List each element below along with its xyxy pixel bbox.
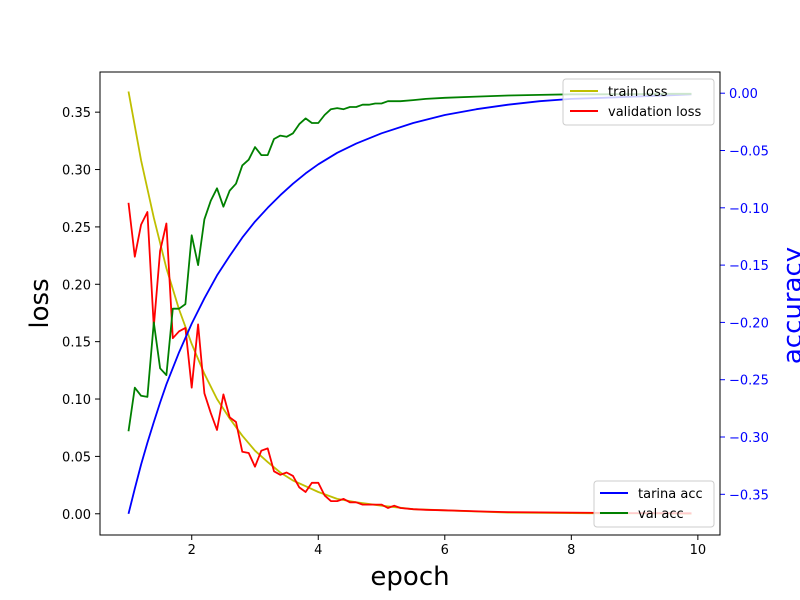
- y-tick-label-left: 0.15: [62, 336, 91, 351]
- y-tick-label-right: −0.35: [729, 488, 769, 503]
- legend-top-right: train loss validation loss: [562, 78, 715, 126]
- legend-top-box: [562, 78, 715, 126]
- x-axis-label: epoch: [370, 562, 449, 592]
- series-line-tarina-acc: [127, 93, 692, 515]
- series-line-val-acc: [127, 92, 692, 432]
- x-tick-label: 4: [314, 543, 322, 558]
- legend-bottom-right: tarina acc val acc: [593, 480, 715, 528]
- y-tick-label-right: −0.25: [729, 374, 769, 389]
- legend-val-acc-label: val acc: [638, 507, 684, 522]
- y-axis-label-right: accuracy: [778, 247, 800, 364]
- y-tick-label-left: 0.20: [62, 278, 91, 293]
- y-tick-label-right: −0.10: [729, 202, 769, 217]
- y-tick-label-left: 0.05: [62, 450, 91, 465]
- x-tick-label: 8: [567, 543, 575, 558]
- legend-tarina-acc-label: tarina acc: [638, 487, 703, 502]
- y-tick-label-right: −0.20: [729, 316, 769, 331]
- x-tick-label: 6: [441, 543, 449, 558]
- legend-train-loss-label: train loss: [608, 85, 668, 100]
- y-tick-label-left: 0.00: [62, 508, 91, 523]
- series-lines: [127, 91, 692, 515]
- axes-frame: [99, 71, 721, 536]
- y-tick-label-right: −0.05: [729, 145, 769, 160]
- y-tick-label-left: 0.25: [62, 221, 91, 236]
- y-tick-label-right: −0.15: [729, 259, 769, 274]
- series-line-validation-loss: [127, 202, 692, 515]
- x-tick-label: 10: [690, 543, 707, 558]
- tick-marks: 2 4 6 8 10 0.00 0.05 0.10 0.15 0.20 0.25 0.30 0.35 −0…: [62, 87, 769, 558]
- y-tick-label-right: 0.00: [729, 87, 758, 102]
- legend-validation-loss-label: validation loss: [608, 105, 701, 120]
- y-tick-label-left: 0.35: [62, 106, 91, 121]
- y-axis-label-left: loss: [25, 278, 55, 328]
- y-tick-label-left: 0.10: [62, 393, 91, 408]
- series-line-train-loss: [127, 91, 692, 515]
- y-tick-label-right: −0.30: [729, 431, 769, 446]
- y-tick-label-left: 0.30: [62, 164, 91, 179]
- x-tick-label: 2: [188, 543, 196, 558]
